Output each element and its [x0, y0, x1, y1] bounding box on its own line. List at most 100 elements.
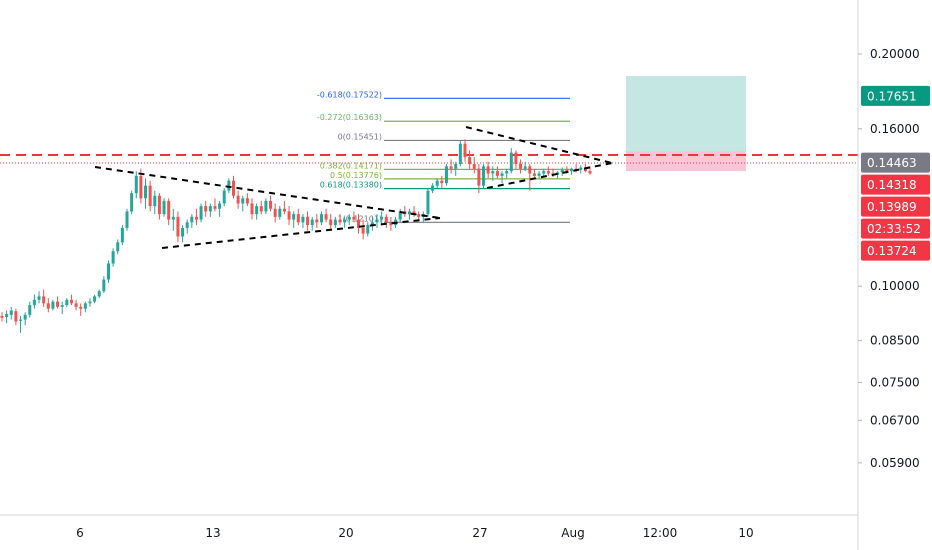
- x-tick-label: 13: [205, 526, 220, 540]
- candle: [366, 222, 370, 237]
- candle: [407, 208, 411, 220]
- candle-body: [588, 171, 592, 174]
- candle: [278, 206, 282, 220]
- candle-body: [546, 171, 550, 174]
- candle-body: [523, 166, 527, 169]
- candle-body: [46, 303, 50, 309]
- candle-body: [468, 157, 472, 165]
- candle: [505, 168, 509, 179]
- candle: [343, 216, 347, 228]
- candle: [120, 225, 124, 246]
- candle-body: [310, 219, 314, 226]
- candle-body: [236, 195, 240, 204]
- candle-body: [79, 306, 83, 309]
- candle: [125, 208, 129, 231]
- price-badge: 0.13724: [861, 240, 930, 261]
- candle-body: [88, 301, 92, 304]
- candle: [194, 208, 198, 226]
- candle-body: [144, 185, 148, 199]
- fib-level-label: 0.5(0.13776): [330, 171, 382, 180]
- candle: [116, 239, 120, 255]
- candle-body: [565, 169, 569, 172]
- candle: [370, 216, 374, 231]
- candle: [208, 203, 212, 217]
- candle: [111, 248, 115, 267]
- candle: [431, 183, 435, 194]
- candle: [157, 193, 161, 220]
- candle: [398, 208, 402, 223]
- candle-body: [329, 219, 333, 226]
- candle: [435, 178, 439, 189]
- target-zone: [626, 76, 746, 151]
- candle: [306, 211, 310, 231]
- candle-body: [287, 211, 291, 220]
- candle-body: [227, 180, 231, 191]
- candle-body: [338, 219, 342, 223]
- candle: [19, 315, 23, 333]
- candle: [519, 159, 523, 174]
- bottom-axis: 6 13 20 27 Aug 12:00 10: [0, 514, 858, 540]
- candle-body: [556, 172, 560, 175]
- candle-body: [148, 185, 152, 207]
- candle-body: [259, 206, 263, 212]
- candle: [93, 294, 97, 304]
- candle-body: [537, 173, 541, 176]
- candle: [60, 301, 64, 315]
- candle-body: [42, 296, 46, 304]
- candle-body: [51, 301, 55, 309]
- price-badge: 0.14463: [861, 152, 930, 173]
- candle: [417, 211, 421, 220]
- candle-body: [97, 291, 101, 297]
- candle-body: [116, 242, 120, 252]
- price-badge-label: 0.13724: [867, 244, 917, 258]
- candle-body: [171, 216, 175, 220]
- candle-body: [370, 222, 374, 226]
- candle: [287, 206, 291, 226]
- candle: [28, 301, 32, 318]
- x-tick-label: 27: [472, 526, 487, 540]
- candle-body: [83, 303, 87, 309]
- candle-body: [532, 173, 536, 176]
- candle: [83, 301, 87, 313]
- candle: [569, 167, 573, 175]
- fib-level-label: 0.382(0.14171): [320, 161, 382, 170]
- candle-body: [255, 206, 259, 215]
- candle-body: [102, 279, 106, 292]
- candle-body: [301, 216, 305, 223]
- candle-body: [398, 211, 402, 220]
- candle-body: [306, 216, 310, 226]
- trendline-triangle-1-bottom: [161, 217, 441, 249]
- candle-body: [509, 152, 513, 172]
- candle-body: [343, 219, 347, 223]
- candle-body: [190, 216, 194, 223]
- y-tick-label: 0.16000: [870, 122, 920, 136]
- candle-body: [106, 263, 110, 280]
- candle: [463, 139, 467, 162]
- trendlines: [94, 126, 613, 249]
- candle-body: [5, 314, 9, 318]
- candle-body: [134, 175, 138, 194]
- candle-body: [250, 203, 254, 215]
- price-badge-bg: [861, 196, 930, 217]
- fib-level-label: 0(0.15451): [338, 132, 382, 141]
- candle-body: [486, 166, 490, 174]
- candle-body: [417, 214, 421, 217]
- candle: [514, 150, 518, 169]
- candle-body: [208, 206, 212, 212]
- candle-body: [176, 216, 180, 237]
- candle-body: [269, 200, 273, 209]
- candle: [231, 175, 235, 199]
- candle-body: [213, 206, 217, 209]
- candle: [185, 219, 189, 234]
- candle: [384, 214, 388, 228]
- candle: [227, 178, 231, 194]
- right-price-axis[interactable]: 0.20000 0.16000 0.10000 0.08500 0.07500 0.067…: [857, 0, 930, 550]
- candle-body: [32, 299, 36, 306]
- candle-body: [9, 310, 13, 315]
- candle-body: [375, 219, 379, 223]
- candle-body: [333, 219, 337, 226]
- candle: [324, 208, 328, 223]
- price-badge-label: 0.13989: [867, 200, 917, 214]
